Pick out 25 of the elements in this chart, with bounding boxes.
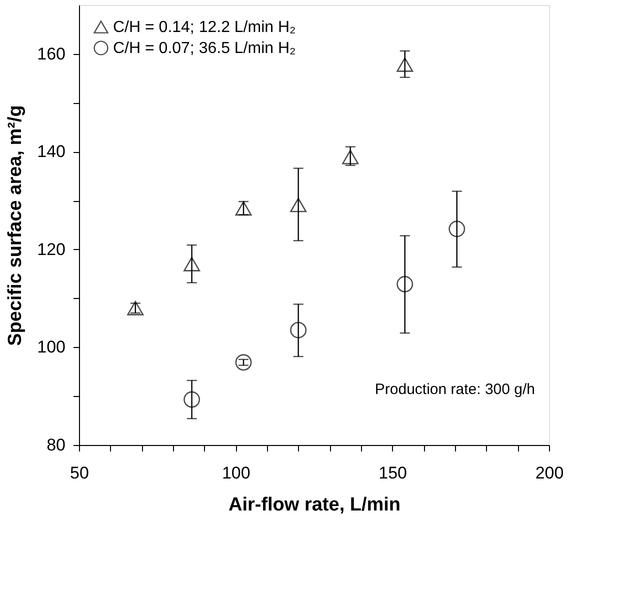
point <box>290 322 307 338</box>
point <box>184 256 200 272</box>
point <box>396 276 414 292</box>
x-tick-label: 150 <box>378 464 408 482</box>
point <box>396 57 414 72</box>
legend-label: C/H = 0.14; 12.2 L/min H₂ <box>113 19 296 36</box>
x-tick-label: 50 <box>70 464 89 482</box>
point <box>290 198 307 212</box>
y-tick-label: 80 <box>46 436 66 454</box>
x-tick-label: 100 <box>222 464 250 482</box>
point <box>127 300 144 316</box>
x-axis-title: Air-flow rate, L/min <box>228 494 401 516</box>
y-tick-label: 140 <box>37 142 66 162</box>
point <box>184 391 200 408</box>
y-tick-label: 120 <box>37 240 66 259</box>
y-tick-label: 100 <box>37 338 66 357</box>
point <box>342 150 359 164</box>
point <box>235 201 252 216</box>
point <box>448 220 466 238</box>
annotation: Production rate: 300 g/h <box>374 381 535 398</box>
x-tick-label: 200 <box>535 464 564 482</box>
point <box>235 354 252 371</box>
legend-label: C/H = 0.07; 36.5 L/min H₂ <box>113 40 296 57</box>
y-tick-label: 160 <box>37 44 66 64</box>
y-axis-title: Specific surface area, m²/g <box>5 105 26 346</box>
